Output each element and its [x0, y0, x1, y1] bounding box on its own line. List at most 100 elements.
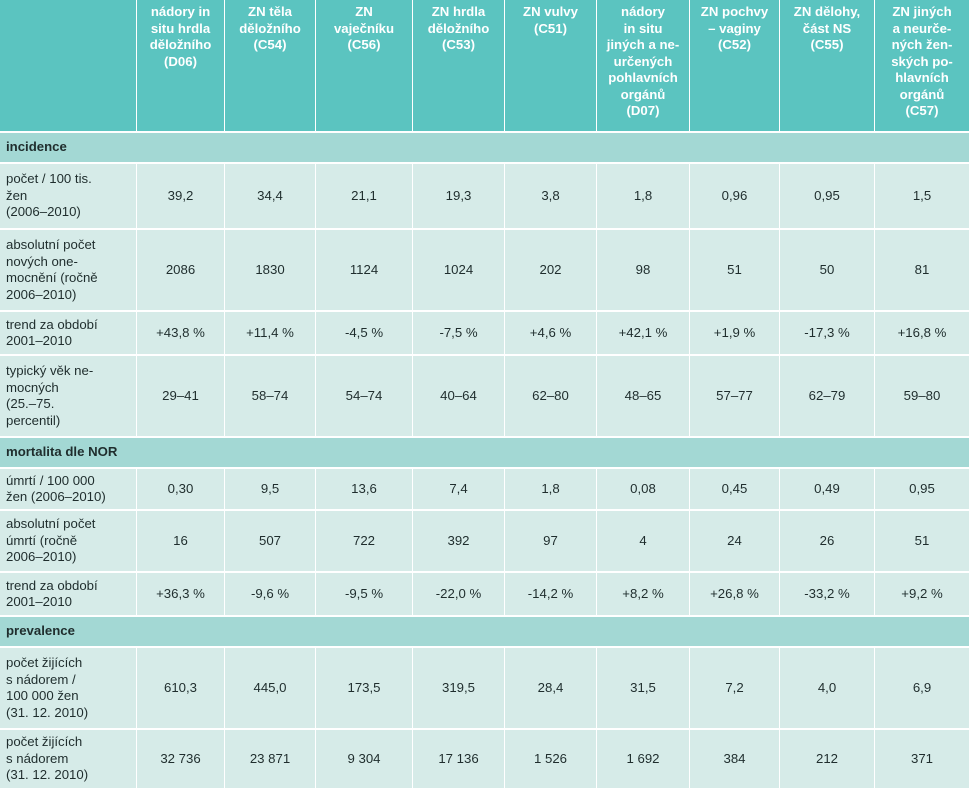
row-label: trend za období 2001–2010 [0, 312, 136, 356]
table-cell: -9,5 % [315, 573, 412, 617]
row-label: absolutní počet nových one- mocnění (roč… [0, 230, 136, 312]
table-cell: 51 [689, 230, 779, 312]
table-cell: 9,5 [224, 469, 315, 511]
table-cell: 202 [504, 230, 596, 312]
header-row: nádory in situ hrdla děložního (D06) ZN … [0, 0, 969, 133]
table-row: absolutní počet nových one- mocnění (roč… [0, 230, 969, 312]
table-cell: 48–65 [596, 356, 689, 438]
row-label: úmrtí / 100 000 žen (2006–2010) [0, 469, 136, 511]
table-cell: 32 736 [136, 730, 224, 790]
table-cell: 384 [689, 730, 779, 790]
table-cell: +1,9 % [689, 312, 779, 356]
table-cell: 1830 [224, 230, 315, 312]
table-cell: -4,5 % [315, 312, 412, 356]
header-cell-c54: ZN těla děložního (C54) [224, 0, 315, 133]
table-row: typický věk ne- mocných (25.–75. percent… [0, 356, 969, 438]
table-cell: 3,8 [504, 164, 596, 230]
table-cell: 507 [224, 511, 315, 573]
table-cell: +9,2 % [874, 573, 969, 617]
table-cell: 16 [136, 511, 224, 573]
header-cell-c52: ZN pochvy – vaginy (C52) [689, 0, 779, 133]
table-cell: 26 [779, 511, 874, 573]
table-cell: 173,5 [315, 648, 412, 730]
table-cell: 57–77 [689, 356, 779, 438]
table-cell: 1,8 [504, 469, 596, 511]
table-cell: 17 136 [412, 730, 504, 790]
table-cell: 62–80 [504, 356, 596, 438]
header-cell-c55: ZN dělohy, část NS (C55) [779, 0, 874, 133]
table-cell: 28,4 [504, 648, 596, 730]
table-cell: +16,8 % [874, 312, 969, 356]
table-row: absolutní počet úmrtí (ročně 2006–2010) 1… [0, 511, 969, 573]
table-cell: -22,0 % [412, 573, 504, 617]
table-cell: 62–79 [779, 356, 874, 438]
table-cell: 212 [779, 730, 874, 790]
table-row: trend za období 2001–2010 +36,3 % -9,6 % -9… [0, 573, 969, 617]
row-label: počet žijících s nádorem / 100 000 žen (… [0, 648, 136, 730]
header-cell-c56: ZN vaječníku (C56) [315, 0, 412, 133]
table-cell: 34,4 [224, 164, 315, 230]
row-label: počet žijících s nádorem (31. 12. 2010) [0, 730, 136, 790]
table-cell: 31,5 [596, 648, 689, 730]
table-cell: 445,0 [224, 648, 315, 730]
table-cell: 1124 [315, 230, 412, 312]
table-cell: 1 692 [596, 730, 689, 790]
table-cell: 610,3 [136, 648, 224, 730]
table-cell: 9 304 [315, 730, 412, 790]
section-row: prevalence [0, 617, 969, 648]
table-cell: 7,4 [412, 469, 504, 511]
table-cell: -17,3 % [779, 312, 874, 356]
table-cell: 371 [874, 730, 969, 790]
table-cell: +43,8 % [136, 312, 224, 356]
table-row: úmrtí / 100 000 žen (2006–2010) 0,30 9,5 13… [0, 469, 969, 511]
table-cell: 21,1 [315, 164, 412, 230]
table-cell: 98 [596, 230, 689, 312]
table-cell: 1,8 [596, 164, 689, 230]
table-cell: 0,95 [874, 469, 969, 511]
table-cell: 40–64 [412, 356, 504, 438]
table-cell: 0,30 [136, 469, 224, 511]
table-cell: 23 871 [224, 730, 315, 790]
table-row: počet žijících s nádorem (31. 12. 2010) 3… [0, 730, 969, 790]
table-cell: 58–74 [224, 356, 315, 438]
table-cell: 0,96 [689, 164, 779, 230]
table-cell: -9,6 % [224, 573, 315, 617]
table-cell: +36,3 % [136, 573, 224, 617]
table-cell: -33,2 % [779, 573, 874, 617]
table-cell: 39,2 [136, 164, 224, 230]
table-row: počet / 100 tis. žen (2006–2010) 39,2 34,4… [0, 164, 969, 230]
table-cell: 2086 [136, 230, 224, 312]
table-cell: 81 [874, 230, 969, 312]
table-cell: 50 [779, 230, 874, 312]
table-cell: 6,9 [874, 648, 969, 730]
section-row: mortalita dle NOR [0, 438, 969, 469]
header-cell-d06: nádory in situ hrdla děložního (D06) [136, 0, 224, 133]
table-cell: 0,08 [596, 469, 689, 511]
table-cell: 97 [504, 511, 596, 573]
section-title: mortalita dle NOR [0, 438, 969, 469]
table-cell: 0,49 [779, 469, 874, 511]
header-cell-empty [0, 0, 136, 133]
header-cell-d07: nádory in situ jiných a ne- určených poh… [596, 0, 689, 133]
table-cell: 29–41 [136, 356, 224, 438]
table-cell: +11,4 % [224, 312, 315, 356]
table-cell: 0,45 [689, 469, 779, 511]
table-cell: +26,8 % [689, 573, 779, 617]
row-label: počet / 100 tis. žen (2006–2010) [0, 164, 136, 230]
header-cell-c51: ZN vulvy (C51) [504, 0, 596, 133]
row-label: typický věk ne- mocných (25.–75. percent… [0, 356, 136, 438]
row-label: trend za období 2001–2010 [0, 573, 136, 617]
table-row: počet žijících s nádorem / 100 000 žen (… [0, 648, 969, 730]
table-cell: 24 [689, 511, 779, 573]
table-cell: 59–80 [874, 356, 969, 438]
table-cell: +4,6 % [504, 312, 596, 356]
table-cell: 1,5 [874, 164, 969, 230]
table-cell: 13,6 [315, 469, 412, 511]
table-cell: 1024 [412, 230, 504, 312]
table-cell: +8,2 % [596, 573, 689, 617]
table-cell: 4 [596, 511, 689, 573]
table-cell: 54–74 [315, 356, 412, 438]
table-row: trend za období 2001–2010 +43,8 % +11,4 % -… [0, 312, 969, 356]
header-cell-c53: ZN hrdla děložního (C53) [412, 0, 504, 133]
table-cell: -14,2 % [504, 573, 596, 617]
